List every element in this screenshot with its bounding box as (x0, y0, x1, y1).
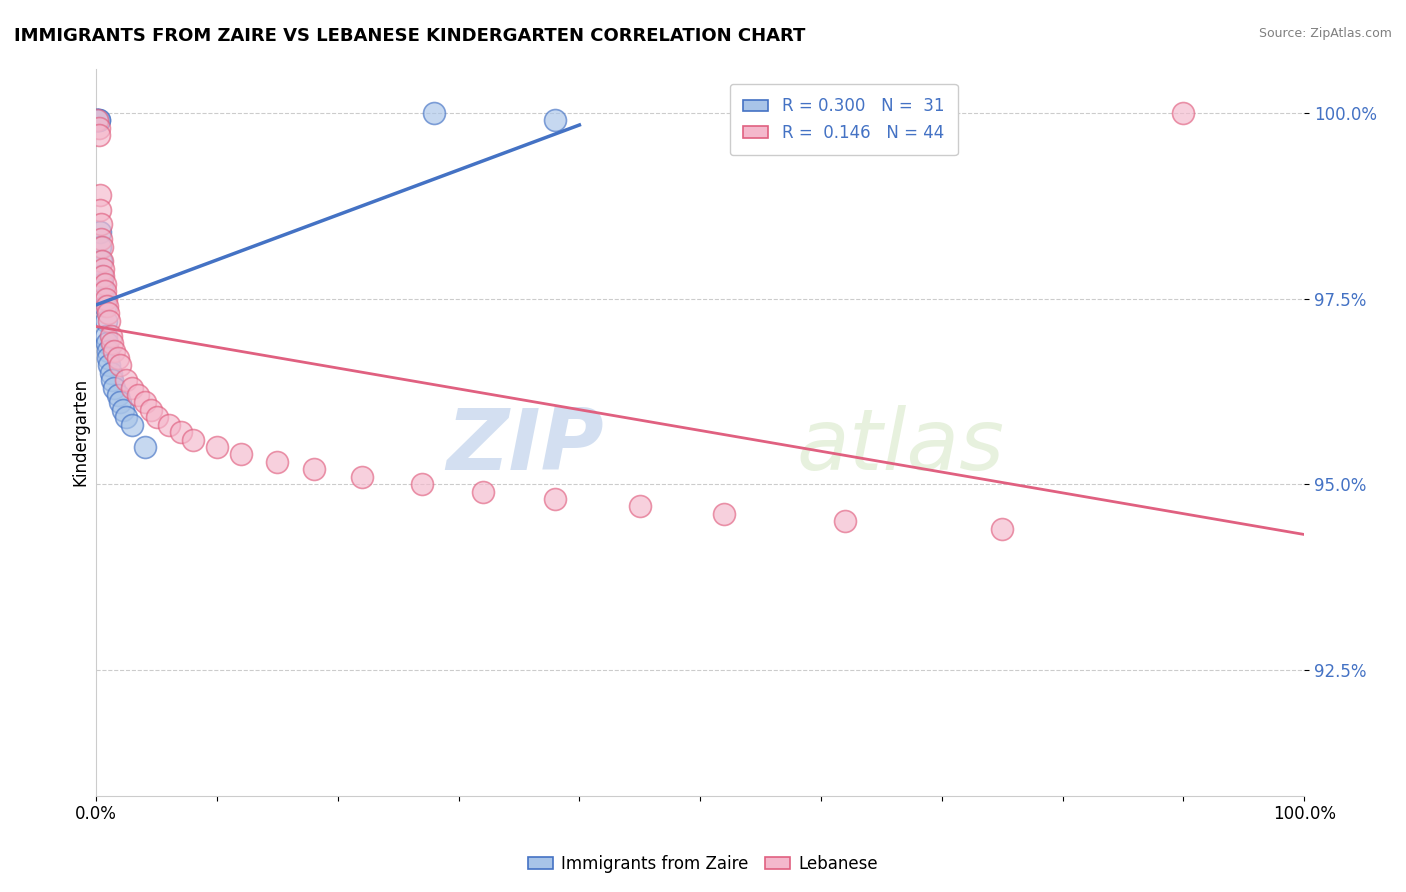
Point (107, 388, 129, 402)
Point (266, 455, 288, 469)
Point (134, 395, 156, 409)
Point (96, 299, 118, 313)
Point (87, 113, 110, 128)
Point (98, 359, 121, 373)
Point (411, 477, 433, 491)
Text: atlas: atlas (797, 405, 1005, 488)
Legend: R = 0.300   N =  31, R =  0.146   N = 44: R = 0.300 N = 31, R = 0.146 N = 44 (730, 84, 957, 155)
Point (145, 410, 167, 425)
Point (94, 328, 117, 343)
Point (87, 113, 110, 128)
Point (302, 462, 325, 476)
Point (107, 351, 129, 365)
Point (127, 388, 149, 402)
Point (93, 277, 115, 291)
Point (713, 507, 735, 521)
Point (97, 351, 120, 365)
Point (115, 373, 138, 387)
Point (121, 417, 143, 432)
Point (86, 113, 108, 128)
Point (93, 284, 115, 298)
Point (110, 395, 132, 409)
Point (98, 314, 121, 328)
Point (103, 381, 125, 395)
Point (94, 314, 117, 328)
Point (87, 120, 110, 135)
Point (91, 269, 114, 284)
Point (134, 440, 156, 454)
Point (170, 425, 193, 439)
Point (90, 269, 112, 284)
Point (101, 336, 124, 351)
Point (181, 433, 204, 447)
Point (89, 239, 111, 253)
Point (87, 128, 110, 143)
Point (111, 403, 134, 417)
Point (101, 373, 124, 387)
Point (544, 491, 567, 506)
Point (93, 299, 115, 313)
Point (100, 328, 122, 343)
Point (86, 113, 108, 128)
Point (90, 218, 112, 232)
Point (1173, 106, 1195, 120)
Point (97, 343, 120, 358)
Point (91, 254, 114, 268)
Legend: Immigrants from Zaire, Lebanese: Immigrants from Zaire, Lebanese (522, 848, 884, 880)
Point (231, 447, 253, 461)
Point (93, 261, 115, 276)
Point (93, 269, 115, 284)
Text: ZIP: ZIP (446, 405, 603, 488)
Point (91, 277, 114, 291)
Point (205, 440, 228, 454)
Point (86, 113, 108, 128)
Point (96, 336, 118, 351)
Point (93, 292, 115, 306)
Point (121, 381, 143, 395)
Point (115, 410, 138, 425)
Point (423, 106, 446, 120)
Point (89, 187, 111, 202)
Point (97, 306, 120, 320)
Point (100, 366, 122, 380)
Point (103, 343, 125, 358)
Point (93, 284, 115, 298)
Point (90, 254, 112, 268)
Point (628, 500, 651, 514)
Point (139, 403, 162, 417)
Point (544, 113, 567, 128)
Point (157, 417, 180, 432)
Point (89, 225, 111, 239)
Text: Source: ZipAtlas.com: Source: ZipAtlas.com (1258, 27, 1392, 40)
Point (86, 113, 108, 128)
Point (91, 239, 114, 253)
Point (110, 359, 132, 373)
Y-axis label: Kindergarten: Kindergarten (72, 378, 89, 486)
Point (834, 514, 856, 528)
Text: IMMIGRANTS FROM ZAIRE VS LEBANESE KINDERGARTEN CORRELATION CHART: IMMIGRANTS FROM ZAIRE VS LEBANESE KINDER… (14, 27, 806, 45)
Point (350, 469, 373, 483)
Point (94, 292, 117, 306)
Point (991, 522, 1014, 536)
Point (471, 484, 494, 499)
Point (89, 202, 111, 217)
Point (90, 232, 112, 246)
